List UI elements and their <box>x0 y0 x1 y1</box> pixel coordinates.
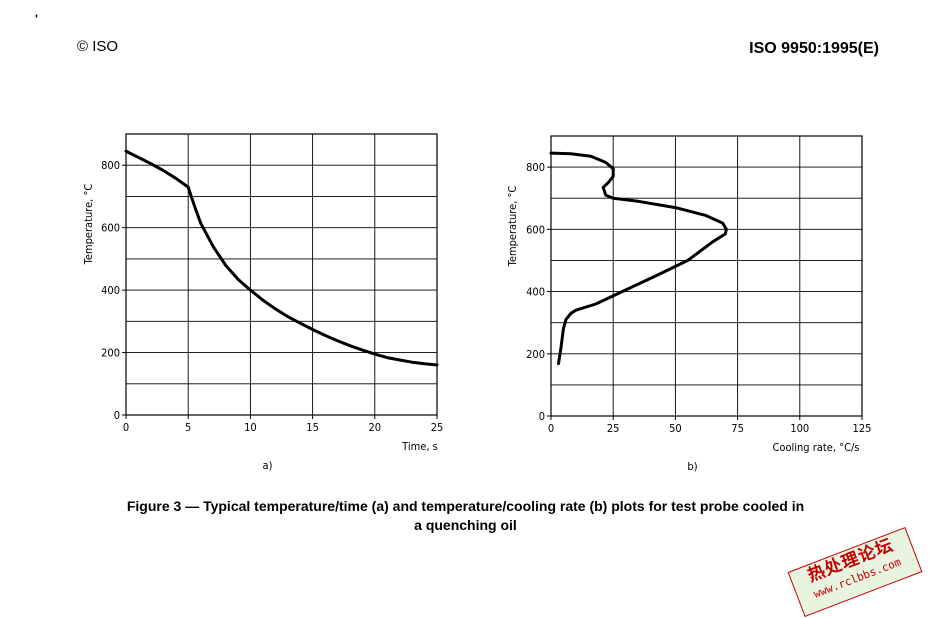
caption-line-2: a quenching oil <box>414 517 517 533</box>
caption-line-1: Figure 3 — Typical temperature/time (a) … <box>126 498 805 514</box>
x-tick-label: 25 <box>607 422 620 435</box>
y-tick-label: 200 <box>101 347 120 360</box>
y-tick-label: 600 <box>526 223 545 236</box>
plot-frame <box>550 135 863 417</box>
x-axis-label: Time, s <box>401 440 438 453</box>
figure-caption: Figure 3 — Typical temperature/time (a) … <box>0 497 931 535</box>
x-tick-label: 10 <box>244 421 257 434</box>
y-tick-label: 800 <box>101 159 120 172</box>
x-tick-label: 75 <box>731 422 744 435</box>
y-tick-label: 400 <box>101 284 120 297</box>
x-tick-label: 5 <box>185 421 191 434</box>
stray-mark: ' <box>35 12 38 26</box>
x-tick-label: 0 <box>548 422 554 435</box>
y-tick-label: 0 <box>539 410 545 423</box>
x-tick-label: 100 <box>790 422 809 435</box>
y-axis-label: Temperature, °C <box>506 186 519 268</box>
x-tick-label: 0 <box>123 421 129 434</box>
plot-frame <box>125 133 438 416</box>
subplot-label: a) <box>263 459 273 472</box>
x-tick-label: 15 <box>306 421 319 434</box>
chart-b: 0 200 400 600 800 0 25 50 75 100 125 Cooling rate, … <box>506 135 872 473</box>
copyright-header: © ISO <box>77 38 119 55</box>
x-tick-label: 20 <box>369 421 382 434</box>
y-tick-label: 0 <box>114 409 120 422</box>
y-tick-label: 600 <box>101 222 120 235</box>
y-axis-label: Temperature, °C <box>82 184 95 266</box>
y-tick-label: 200 <box>526 348 545 361</box>
series-line <box>124 149 439 367</box>
x-axis-label: Cooling rate, °C/s <box>773 441 860 454</box>
y-tick-label: 800 <box>526 161 545 174</box>
subplot-label: b) <box>687 460 697 473</box>
standard-number-header: ISO 9950:1995(E) <box>749 40 879 57</box>
chart-a: 0 200 400 600 800 0 5 10 15 20 25 Time, s Temperatur… <box>82 133 444 472</box>
y-tick-label: 400 <box>526 286 545 299</box>
x-tick-label: 125 <box>853 422 872 435</box>
series-line <box>549 151 728 366</box>
x-tick-label: 25 <box>431 421 444 434</box>
x-tick-label: 50 <box>669 422 682 435</box>
